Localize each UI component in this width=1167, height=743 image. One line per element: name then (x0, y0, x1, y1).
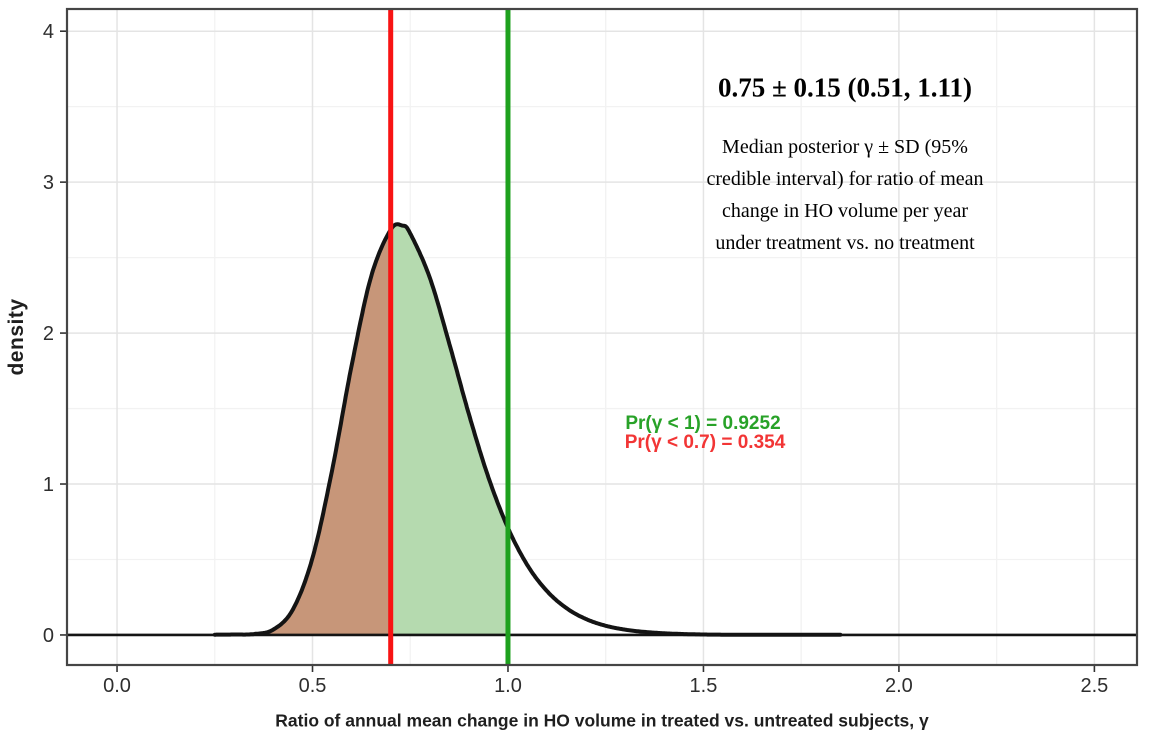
y-tick-label: 3 (43, 172, 54, 194)
x-tick-label: 1.5 (690, 675, 718, 697)
panel-border (65, 7, 1139, 667)
stats-description-line-3: change in HO volume per year (721, 200, 968, 222)
x-tick-label: 0.5 (299, 675, 327, 697)
y-tick-label: 4 (43, 21, 54, 43)
stats-description-line-2: credible interval) for ratio of mean (706, 168, 984, 190)
y-tick-label: 2 (43, 323, 54, 345)
panel-background (67, 9, 1137, 665)
x-tick-label: 1.0 (494, 675, 522, 697)
probability-label-red: Pr(γ < 0.7) = 0.354 (624, 432, 786, 453)
x-axis-title: Ratio of annual mean change in HO volume… (275, 710, 929, 731)
area-gamma-0.7-to-1 (390, 224, 508, 635)
stats-description: Median posterior γ ± SD (95% credible in… (706, 131, 983, 259)
stats-description-line-1: Median posterior γ ± SD (95% (722, 136, 968, 158)
stats-description-line-4: under treatment vs. no treatment (715, 232, 975, 254)
y-tick-label: 0 (43, 625, 54, 647)
x-tick-label: 0.0 (103, 675, 131, 697)
density-curve (212, 222, 843, 637)
stats-headline: 0.75 ± 0.15 (0.51, 1.11) (717, 72, 973, 103)
y-axis-title: density (5, 298, 28, 376)
y-tick-label: 1 (43, 474, 54, 496)
x-tick-label: 2.0 (885, 675, 913, 697)
probability-label-green: Pr(γ < 1) = 0.9252 (625, 413, 781, 434)
x-tick-label: 2.5 (1080, 675, 1108, 697)
area-gamma-below-0.7 (214, 229, 391, 635)
